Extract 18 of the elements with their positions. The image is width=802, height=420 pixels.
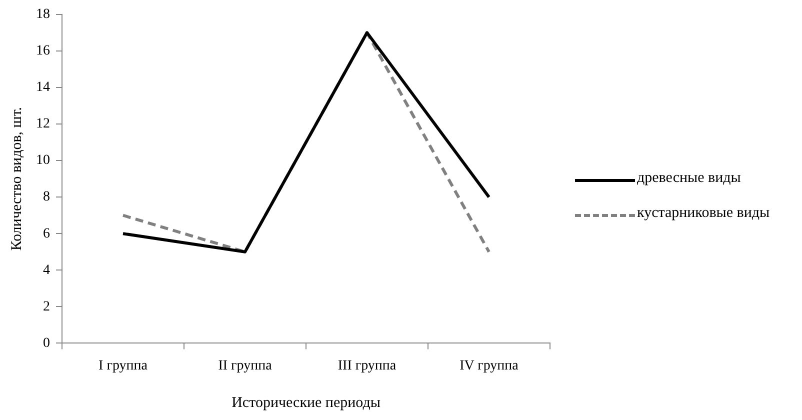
x-tick-label: III группа (338, 358, 397, 374)
x-axis-title: Исторические периоды (232, 394, 380, 411)
y-tick-label: 0 (43, 336, 50, 351)
legend-label: кустарниковые виды (637, 205, 770, 222)
x-tick-label: I группа (98, 358, 148, 374)
y-tick-label: 2 (43, 299, 50, 314)
y-tick-label: 10 (36, 153, 50, 168)
y-tick-label: 12 (36, 116, 50, 132)
legend-label: древесные виды (637, 170, 741, 187)
y-tick-label: 6 (43, 226, 50, 242)
x-tick-label: II группа (218, 358, 273, 374)
y-tick-label: 18 (36, 7, 50, 22)
y-tick-label: 8 (43, 190, 50, 205)
x-tick-label: IV группа (460, 358, 520, 374)
y-tick-label: 4 (43, 262, 50, 278)
y-axis-title: Количество видов, шт. (8, 106, 25, 251)
y-tick-label: 16 (36, 44, 50, 59)
y-tick-label: 14 (36, 80, 50, 96)
